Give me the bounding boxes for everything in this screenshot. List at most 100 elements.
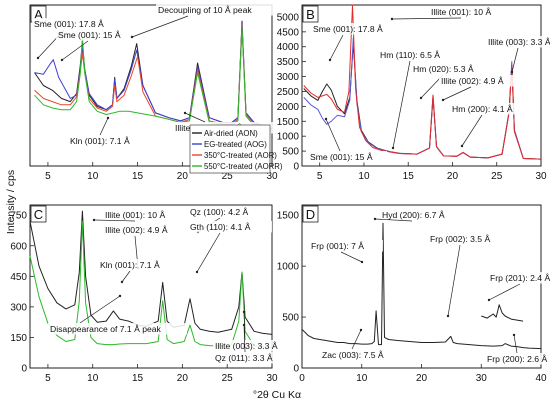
- annotation-label: Sme (001): 17.8 Å: [34, 19, 104, 29]
- series-line-1: [301, 222, 542, 350]
- y-tick-label: 3500: [277, 57, 300, 68]
- annotation-arrow: [374, 218, 413, 222]
- x-tick-label: 10: [358, 171, 370, 182]
- annotation-bg: [429, 6, 523, 18]
- annotation-bg: [309, 240, 383, 252]
- annotation-label: Frp (002): 3.5 Å: [430, 234, 490, 244]
- annotation-label: Sme (001): 15 Å: [58, 30, 121, 40]
- annotation-bg: [103, 209, 197, 221]
- annotation-arrow: [196, 232, 221, 273]
- annotation-bg: [428, 233, 512, 245]
- annotation-bg: [32, 18, 121, 30]
- annotation-label: Qz (011): 3.3 Å: [215, 353, 273, 363]
- panel-frame: [29, 204, 273, 369]
- panel-frame: [29, 4, 273, 167]
- x-tick-label: 20: [416, 373, 428, 384]
- legend-box: [189, 124, 271, 174]
- annotation-arrow-head: [510, 70, 514, 74]
- annotation-arrow-head: [390, 17, 394, 21]
- annotation-arrow: [447, 244, 461, 317]
- x-tick-label: 10: [87, 171, 99, 182]
- panel-letter: A: [34, 7, 43, 22]
- annotation-label: Illite (001): 10 Å: [105, 210, 165, 220]
- annotation-bg: [488, 272, 550, 284]
- legend-entry: 350°C-treated (AOR): [204, 151, 277, 160]
- annotation-label: Hm (110): 6.5 Å: [380, 50, 440, 60]
- panel-letter: C: [34, 207, 43, 222]
- x-tick-label: 25: [222, 373, 234, 384]
- annotation-arrow: [121, 270, 131, 283]
- annotation-bg: [48, 323, 187, 335]
- annotation-arrow: [79, 295, 121, 324]
- annotation-bg: [320, 349, 404, 361]
- annotation-arrow-head: [460, 144, 464, 148]
- annotation-bg: [450, 103, 529, 115]
- annotation-label: Gth (110): 4.1 Å: [190, 222, 251, 232]
- annotation-arrow-head: [441, 98, 445, 102]
- panel-D: 0 10 20 30 40 0 500 1000 1500 D Hyd (200): 6.7 Å Fr…: [277, 204, 550, 384]
- annotation-arrow: [184, 112, 206, 123]
- annotation-arrow-head: [359, 328, 363, 332]
- annotation-bg: [213, 352, 292, 364]
- annotation-bg: [411, 63, 490, 75]
- annotation-arrow: [351, 329, 362, 350]
- x-tick-label: 15: [132, 373, 144, 384]
- legend-entry: Air-dried (AON): [204, 129, 258, 138]
- panel-letter-box: [302, 205, 319, 223]
- annotation-arrow-head: [373, 217, 377, 221]
- annotation-arrow-head: [391, 146, 395, 150]
- legend: Air-dried (AON) EG-treated (AOG) 350°C-tre…: [189, 124, 283, 174]
- y-tick-label: 2000: [277, 102, 300, 113]
- annotation-arrow-head: [120, 280, 124, 284]
- y-tick-label: 0: [293, 364, 299, 375]
- annotation-label: Illite (001): 10 Å: [431, 7, 491, 17]
- x-tick-label: 10: [356, 373, 368, 384]
- annotation-bg: [311, 23, 400, 35]
- x-tick-label: 15: [403, 171, 415, 182]
- annotation-arrow: [131, 15, 189, 38]
- y-tick-label: 2500: [277, 87, 300, 98]
- y-tick-label: 0: [21, 364, 27, 375]
- annotation-label: Frp (201): 2.4 Å: [490, 273, 550, 283]
- annotation-label: Sme (001): 17.8 Å: [313, 24, 383, 34]
- y-tick-label: 500: [282, 313, 299, 324]
- y-tick-label: 3000: [277, 72, 300, 83]
- panel-frame: [301, 4, 542, 167]
- annotation-label: Kln (001): 7.1 Å: [100, 260, 160, 270]
- annotation-arrow: [93, 219, 136, 222]
- annotation-arrow-head: [106, 116, 110, 120]
- annotation-arrow-head: [118, 294, 122, 298]
- annotation-label: Frp (200): 2.6 Å: [487, 354, 547, 364]
- panel-letter-box: [30, 205, 47, 223]
- x-tick-label: 25: [222, 171, 234, 182]
- annotation-arrow: [392, 60, 411, 149]
- x-tick-label: 5: [45, 373, 51, 384]
- panel-letter-box: [302, 5, 319, 23]
- y-tick-label: 0: [293, 162, 299, 173]
- panel-letter: D: [306, 207, 315, 222]
- annotation-bg: [156, 4, 275, 16]
- annotation-bg: [68, 135, 152, 147]
- y-tick-label: 150: [10, 333, 27, 344]
- x-tick-label: 5: [317, 171, 323, 182]
- x-tick-label: 30: [266, 373, 278, 384]
- annotation-bg: [56, 29, 135, 41]
- annotation-arrow: [243, 324, 246, 353]
- panel-letter: B: [306, 7, 315, 22]
- annotation-arrow: [461, 114, 483, 147]
- annotation-label: Illite (003): 3.3 Å: [215, 341, 278, 351]
- y-tick-label: 1500: [277, 211, 300, 222]
- annotation-bg: [98, 259, 182, 271]
- annotation-arrow-head: [36, 56, 40, 60]
- annotation-bg: [213, 340, 312, 352]
- annotation-label: Illite (002): 4.9 Å: [441, 76, 504, 86]
- annotation-label: Disappearance of 7.1 Å peak: [50, 324, 162, 334]
- x-tick-label: 20: [447, 171, 459, 182]
- annotation-arrow: [442, 86, 472, 101]
- y-tick-label: 4000: [277, 42, 300, 53]
- annotation-arrow: [99, 117, 109, 136]
